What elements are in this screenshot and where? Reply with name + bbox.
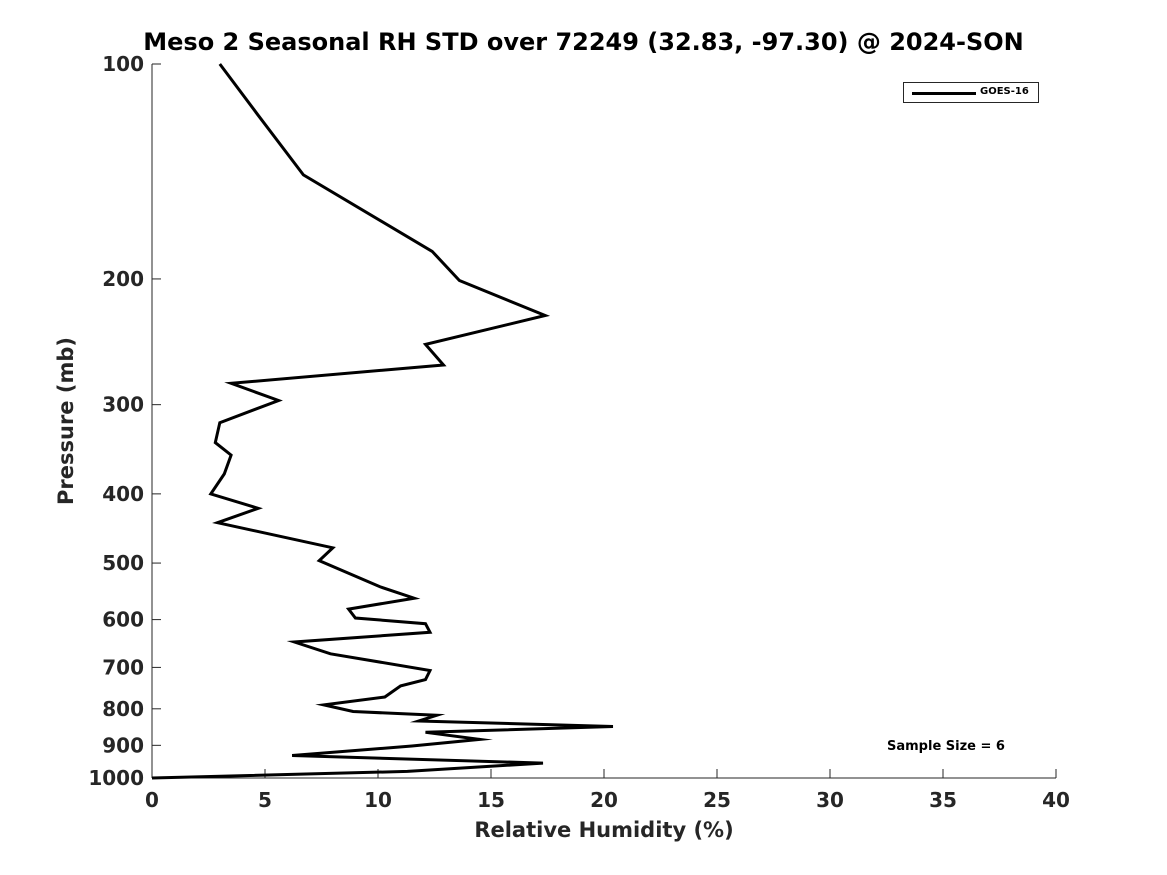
x-tick-label: 35 — [929, 788, 957, 812]
legend-swatch-goes-16 — [912, 92, 976, 95]
y-tick-label: 1000 — [88, 766, 144, 790]
y-tick-label: 100 — [102, 52, 144, 76]
y-axis-ticks: 100 200 300 400 500 600 700 800 900 1000 — [88, 52, 161, 790]
y-tick-label: 900 — [102, 733, 144, 757]
x-tick-label: 0 — [145, 788, 159, 812]
y-tick-label: 500 — [102, 551, 144, 575]
x-tick-label: 40 — [1042, 788, 1070, 812]
y-tick-label: 800 — [102, 697, 144, 721]
chart-title: Meso 2 Seasonal RH STD over 72249 (32.83… — [143, 28, 1024, 56]
x-tick-label: 30 — [816, 788, 844, 812]
y-tick-label: 700 — [102, 655, 144, 679]
legend: GOES-16 — [903, 82, 1039, 103]
y-tick-label: 600 — [102, 608, 144, 632]
axes — [151, 64, 1056, 779]
series-group — [151, 63, 614, 780]
y-tick-label: 400 — [102, 482, 144, 506]
x-axis-ticks: 0 5 10 15 20 25 30 35 40 — [145, 769, 1070, 812]
x-tick-label: 25 — [703, 788, 731, 812]
y-tick-label: 300 — [102, 393, 144, 417]
x-tick-label: 10 — [364, 788, 392, 812]
legend-label-goes-16: GOES-16 — [980, 86, 1029, 97]
y-tick-label: 200 — [102, 267, 144, 291]
x-axis-label: Relative Humidity (%) — [474, 818, 734, 842]
sample-size-annotation: Sample Size = 6 — [887, 739, 1005, 754]
y-axis-label: Pressure (mb) — [54, 337, 78, 505]
x-tick-label: 20 — [590, 788, 618, 812]
series-line-goes-16 — [151, 63, 614, 780]
x-tick-label: 15 — [477, 788, 505, 812]
x-tick-label: 5 — [258, 788, 272, 812]
